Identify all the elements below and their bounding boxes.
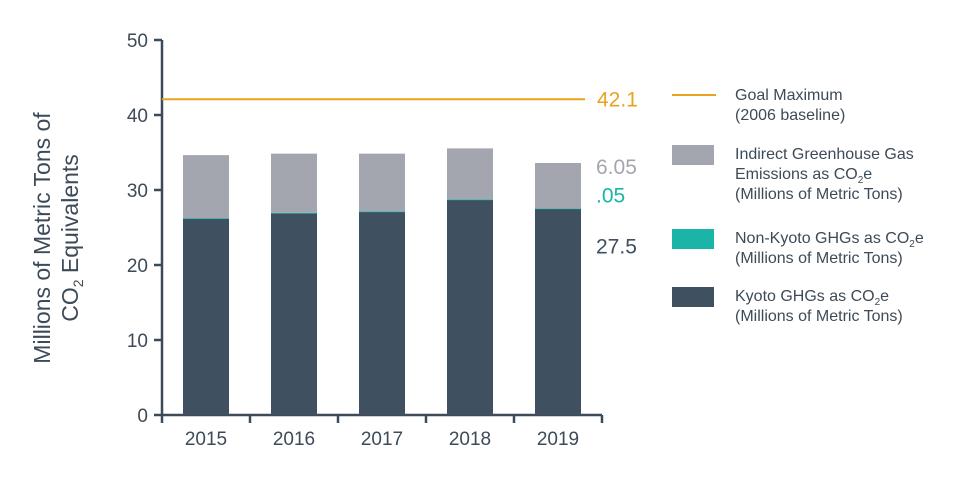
y-tick-label-0: 0: [137, 406, 148, 427]
legend-text-3-0: Kyoto GHGs as CO2e: [735, 288, 889, 308]
bar-2017-series-0: [359, 211, 405, 415]
legend-swatch-1: [672, 145, 714, 165]
bar-2018-series-0: [447, 199, 493, 415]
bar-2015-series-2: [183, 155, 229, 219]
value-label-2: 27.5: [596, 235, 637, 258]
bar-2017-series-1: [359, 211, 405, 213]
bar-2019-series-0: [535, 208, 581, 415]
value-label-1: .05: [596, 184, 625, 207]
bar-2016-series-0: [271, 213, 317, 415]
legend-text-0-1: (2006 baseline): [735, 107, 845, 124]
bar-2019-series-1: [535, 208, 581, 210]
legend-text-2-1: (Millions of Metric Tons): [735, 250, 903, 267]
x-tick-label-2018: 2018: [449, 429, 491, 450]
y-tick-label-40: 40: [127, 106, 148, 127]
legend-text-3-1: (Millions of Metric Tons): [735, 308, 903, 325]
x-tick-label-2016: 2016: [273, 429, 315, 450]
y-axis-title-line2: CO2 Equivalents: [57, 154, 86, 322]
bar-2016-series-1: [271, 212, 317, 214]
y-axis-title-line1: Millions of Metric Tons of: [29, 112, 55, 364]
y-tick-label-50: 50: [127, 31, 148, 52]
bar-2018-series-1: [447, 199, 493, 201]
bar-2019-series-2: [535, 163, 581, 209]
bar-2015-series-1: [183, 218, 229, 219]
legend-text-1-1: Emissions as CO2e: [735, 166, 872, 186]
x-tick-label-2017: 2017: [361, 429, 403, 450]
legend-text-1-2: (Millions of Metric Tons): [735, 186, 903, 203]
y-tick-label-20: 20: [127, 256, 148, 277]
x-tick-label-2015: 2015: [185, 429, 227, 450]
bar-2015-series-0: [183, 218, 229, 415]
bar-2018-series-2: [447, 148, 493, 200]
legend-text-1-0: Indirect Greenhouse Gas: [735, 146, 914, 163]
y-tick-label-10: 10: [127, 331, 148, 352]
bar-2017-series-2: [359, 153, 405, 212]
goal-line-label: 42.1: [597, 88, 638, 111]
x-tick-label-2019: 2019: [537, 429, 579, 450]
y-tick-label-30: 30: [127, 181, 148, 202]
legend-swatch-2: [672, 229, 714, 249]
value-label-0: 6.05: [596, 156, 637, 179]
bar-2016-series-2: [271, 153, 317, 213]
legend-swatch-3: [672, 287, 714, 307]
legend-text-0-0: Goal Maximum: [735, 87, 843, 104]
legend-text-2-0: Non-Kyoto GHGs as CO2e: [735, 230, 924, 250]
